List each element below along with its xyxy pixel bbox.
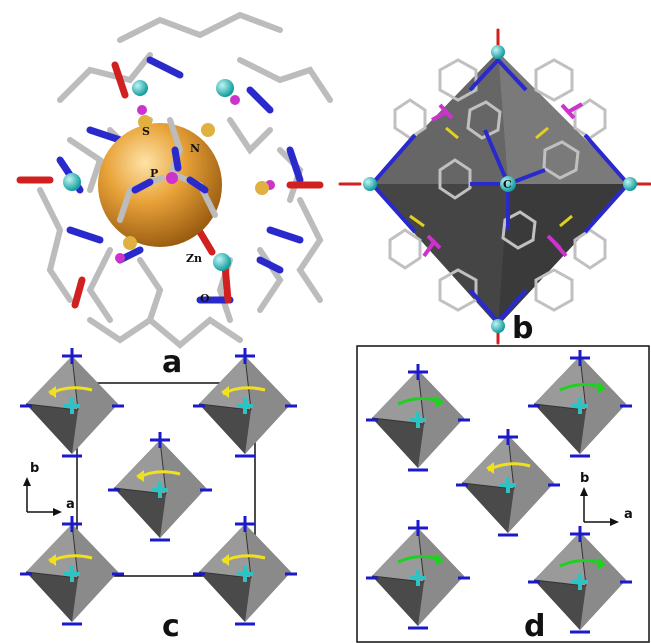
octahedron-d-4 — [371, 527, 465, 627]
octahedron-d-3 — [461, 434, 555, 534]
octahedron-c-5 — [198, 523, 292, 623]
axis-label-a-c: a — [66, 497, 75, 512]
panel-letter-b: b — [512, 311, 533, 346]
panel-c-packing-view: b a — [20, 348, 297, 626]
axis-label-b-c: b — [30, 461, 39, 476]
center-atom-label: C — [503, 178, 512, 191]
panel-letter-d: d — [524, 609, 545, 643]
atom-label-o: O — [200, 292, 210, 305]
axis-label-a-d: a — [624, 507, 633, 522]
panel-b-octahedral-cage: C — [338, 28, 651, 345]
axis-label-b-d: b — [580, 471, 589, 486]
octahedron-d-1 — [371, 369, 465, 469]
octahedron-c-2 — [198, 355, 292, 455]
atom-label-n: N — [190, 142, 200, 155]
atom-label-s: S — [142, 125, 150, 138]
panel-letter-a: a — [162, 345, 182, 380]
octahedron-c-4 — [25, 523, 119, 623]
octahedron-c-3 — [113, 439, 207, 539]
panel-d-packing-view: b a — [356, 345, 650, 643]
panel-letter-c: c — [162, 609, 180, 643]
octahedron-d-2 — [533, 355, 627, 455]
panel-a-cage-structure: S N P Zn O — [16, 11, 333, 349]
octahedron-c-1 — [25, 355, 119, 455]
atom-label-zn: Zn — [186, 252, 202, 265]
octahedron-d-5 — [533, 531, 627, 631]
atom-label-p: P — [150, 167, 158, 180]
